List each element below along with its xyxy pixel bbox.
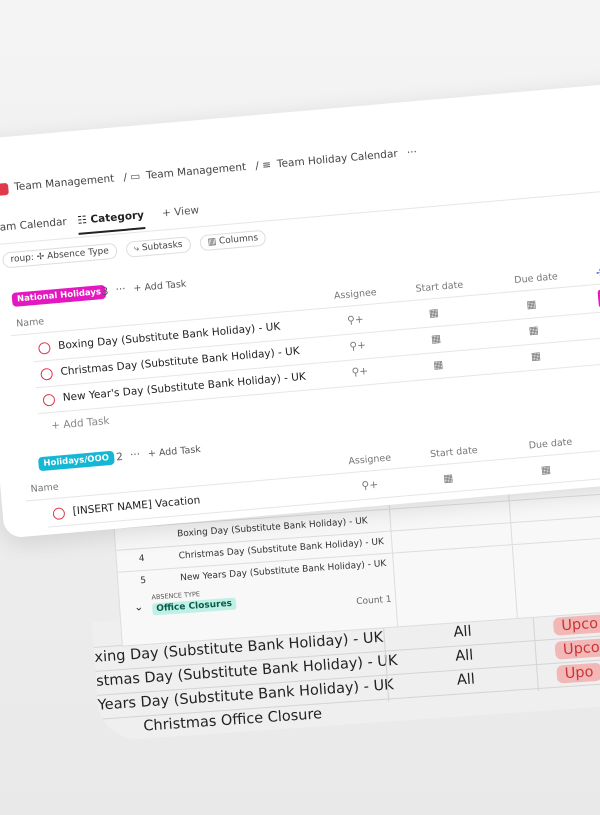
due-icon: ▦ [530,350,542,363]
status-pill: Upco [552,614,600,636]
due-icon: ▦ [528,324,540,338]
breadcrumb-item[interactable]: Team Management [13,172,115,194]
scope: All [454,647,474,665]
column-header: Start date [415,279,464,295]
space-icon [0,182,9,196]
more: ··· [129,448,141,462]
row-index: 5 [140,575,147,587]
column-header: Start date [429,444,479,461]
row-name: Christmas Office Closure [142,706,323,735]
due-icon: ▦ [525,298,537,312]
group-chip[interactable]: roup: ✢ Absence Type [1,242,118,269]
column-header: Assignee [348,452,392,468]
status-circle[interactable] [52,507,66,521]
assignee-icon: ⚲+ [348,339,367,353]
group-count: 3 [101,285,109,299]
task-name[interactable]: Christmas Day (Substitute Bank Holiday) … [60,345,301,378]
column-header: Due date [513,271,559,287]
status-pill: Upco [554,638,600,660]
tab-label: Category [89,209,145,226]
column-header: Due date [528,436,573,452]
row-index: 4 [138,553,145,565]
status-circle[interactable] [42,393,56,407]
group-count: 2 [115,450,124,464]
breadcrumb-item[interactable]: Team Management [145,161,247,182]
status-pill: Upo [556,662,600,684]
scope: All [456,671,476,689]
add-task-label: Add Task [144,278,187,294]
row-name: New Years Day (Substitute Bank Holiday) … [179,559,387,584]
column-header: Name [30,481,60,496]
scope: All [453,623,473,641]
breadcrumb-item[interactable]: Team Holiday Calendar [276,147,399,171]
breadcrumb: Team Management / ▭ Team Management / ≡ Te… [13,146,418,194]
add-task-label: Add Task [158,444,202,459]
column-icon: ✢ [595,267,600,280]
divider [25,441,600,502]
more: ··· [115,283,127,296]
group-pill[interactable]: Holidays/OOO [37,450,115,472]
task-list-card: Team Management / ▭ Team Management / ≡ Te… [0,78,600,539]
add-task-label: Add Task [62,414,111,431]
add-task[interactable]: + Add Task [133,278,187,295]
column-header: Name [15,316,45,330]
columns-chip[interactable]: ▥ Columns [199,229,267,252]
start-icon: ▦ [442,472,454,486]
start-icon: ▦ [428,306,440,320]
status-circle[interactable] [37,341,51,355]
subtasks-chip[interactable]: ⤷ Subtasks [125,236,192,258]
add-task[interactable]: + Add Task [147,444,202,460]
assignee-icon: ⚲+ [351,365,369,379]
start-icon: ▦ [430,332,442,346]
toolbar: roup: ✢ Absence Type ⤷ Subtasks ▥ Column… [1,229,267,269]
assignee-icon: ⚲+ [361,478,379,493]
chevron: ⌄ [133,600,144,614]
divider [33,303,600,363]
task-name[interactable]: New Year's Day (Substitute Bank Holiday)… [62,370,307,404]
group-pill[interactable]: National Holidays [11,284,107,307]
column-header: Assignee [333,287,378,302]
task-name[interactable]: Boxing Day (Substitute Bank Holiday) - U… [57,320,281,353]
add-task-row[interactable]: + Add Task [50,414,111,432]
add-view[interactable]: + View [161,204,200,220]
row-name: Christmas Day (Substitute Bank Holiday) … [178,537,385,562]
count: Count 1 [356,594,392,608]
tab[interactable]: am Calendar [0,215,68,234]
add-view-label: View [173,204,200,219]
assignee-icon: ⚲+ [346,313,365,327]
status-circle[interactable] [40,367,54,381]
due-icon: ▦ [540,463,552,477]
start-icon: ▦ [432,358,444,372]
